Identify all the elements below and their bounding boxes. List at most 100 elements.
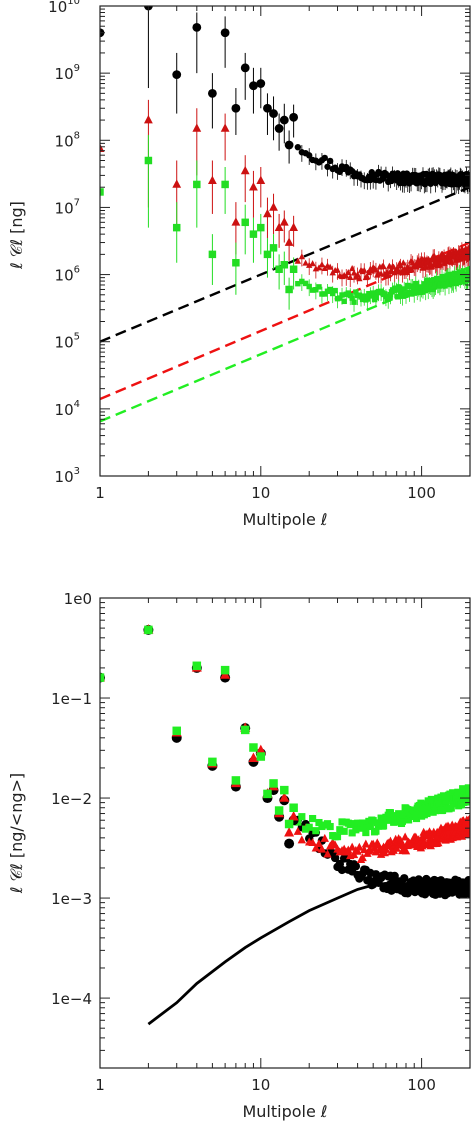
data-point — [316, 284, 322, 290]
data-point — [359, 296, 366, 303]
data-point — [293, 826, 303, 835]
y-tick-label: 1e0 — [64, 590, 92, 608]
data-point — [323, 849, 332, 858]
data-point — [385, 272, 392, 279]
data-point — [302, 825, 310, 833]
data-point — [100, 188, 104, 196]
data-point — [369, 293, 375, 299]
data-point — [334, 266, 341, 273]
data-point — [347, 273, 354, 280]
data-point — [144, 115, 153, 124]
data-point — [447, 271, 454, 278]
y-tick-label-base: 10 — [55, 132, 74, 150]
data-point — [279, 217, 289, 226]
data-point — [466, 798, 470, 806]
data-point — [297, 835, 307, 844]
data-point — [355, 842, 364, 851]
y-tick-label: 1e−4 — [51, 990, 92, 1008]
data-point — [299, 278, 305, 285]
y-tick-label-exponent: 7 — [74, 197, 80, 208]
y-tick-label: 106 — [55, 265, 80, 285]
data-point — [192, 661, 202, 671]
data-point — [249, 182, 258, 191]
data-point — [100, 673, 105, 682]
data-point — [257, 223, 265, 232]
data-point — [348, 829, 356, 837]
data-point — [240, 63, 250, 73]
data-point — [379, 822, 388, 830]
data-point — [193, 180, 201, 189]
y-tick-label: 1e−1 — [51, 690, 92, 708]
data-point — [269, 779, 278, 788]
data-point — [398, 817, 407, 825]
data-point — [207, 175, 217, 185]
data-point — [466, 791, 470, 799]
data-point — [465, 828, 470, 837]
data-point — [288, 811, 299, 821]
data-point — [322, 291, 328, 297]
data-point — [321, 154, 328, 162]
y-tick-label: 104 — [55, 399, 80, 419]
y-tick-label: 108 — [55, 130, 80, 150]
data-point — [346, 821, 354, 829]
data-point — [398, 287, 405, 294]
lower-panel-ticks: 1 10 100 1e0 1e−1 1e−2 1e−3 1e−4 — [51, 590, 471, 1094]
data-point — [351, 299, 357, 305]
y-tick-label-base: 10 — [55, 401, 74, 419]
data-point — [308, 838, 317, 847]
data-point — [412, 284, 418, 290]
data-point — [337, 295, 343, 301]
data-point — [302, 259, 309, 266]
data-point — [326, 157, 334, 165]
data-point — [396, 835, 405, 844]
data-point — [263, 250, 272, 259]
data-point — [248, 752, 259, 762]
data-point — [372, 266, 380, 273]
data-point — [400, 874, 409, 883]
data-point — [340, 827, 348, 835]
data-point — [355, 824, 363, 832]
data-point — [364, 296, 371, 302]
data-point — [311, 843, 321, 852]
data-point — [306, 152, 313, 159]
data-point — [435, 276, 442, 282]
data-point — [366, 822, 374, 831]
data-point — [294, 257, 302, 264]
data-point — [361, 293, 367, 299]
data-point — [390, 871, 399, 881]
data-point — [100, 143, 105, 152]
data-point — [208, 757, 217, 767]
data-point — [317, 844, 327, 853]
data-point — [231, 776, 241, 785]
data-point — [315, 264, 323, 271]
data-point — [172, 726, 181, 736]
data-point — [329, 290, 336, 297]
data-point — [370, 290, 376, 296]
x-tick-label: 10 — [251, 1076, 270, 1094]
data-point — [279, 115, 289, 125]
data-point — [327, 286, 333, 293]
data-point — [284, 237, 294, 246]
data-point — [269, 244, 278, 252]
data-point — [383, 816, 391, 824]
y-tick-label-base: 10 — [55, 468, 74, 486]
data-point — [371, 847, 381, 856]
y-tick-label-exponent: 6 — [74, 265, 80, 276]
data-point — [280, 785, 289, 795]
data-point — [351, 862, 361, 871]
data-point — [401, 286, 407, 292]
upper-panel-marks — [100, 6, 470, 423]
data-point — [431, 277, 437, 283]
data-point — [208, 250, 217, 259]
data-point — [341, 298, 347, 305]
data-point — [289, 803, 298, 812]
data-point — [256, 79, 266, 88]
x-tick-label: 100 — [407, 1076, 436, 1094]
data-point — [298, 253, 306, 260]
data-point — [256, 752, 266, 761]
data-point — [349, 295, 355, 301]
y-tick-label-exponent: 8 — [74, 130, 80, 141]
data-point — [207, 88, 217, 98]
data-point — [305, 823, 313, 831]
